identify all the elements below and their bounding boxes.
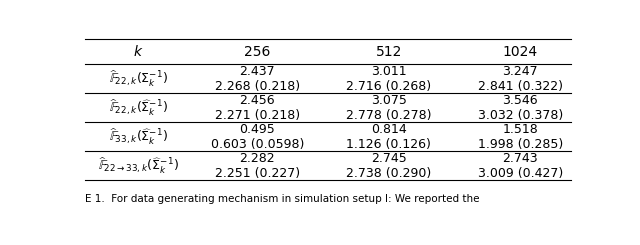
Text: 0.814: 0.814: [371, 123, 406, 136]
Text: 2.841 (0.322): 2.841 (0.322): [477, 80, 563, 93]
Text: 2.282: 2.282: [239, 152, 275, 165]
Text: 3.032 (0.378): 3.032 (0.378): [477, 109, 563, 122]
Text: 256: 256: [244, 45, 271, 59]
Text: 2.745: 2.745: [371, 152, 406, 165]
Text: 512: 512: [376, 45, 402, 59]
Text: 2.437: 2.437: [239, 65, 275, 78]
Text: $\widehat{\mathbb{F}}_{33,k}(\widehat{\Sigma}_k^{-1})$: $\widehat{\mathbb{F}}_{33,k}(\widehat{\S…: [109, 127, 168, 147]
Text: $\widehat{\mathbb{F}}_{22,k}(\Sigma_k^{-1})$: $\widehat{\mathbb{F}}_{22,k}(\Sigma_k^{-…: [109, 69, 168, 89]
Text: 2.716 (0.268): 2.716 (0.268): [346, 80, 431, 93]
Text: 2.456: 2.456: [239, 94, 275, 107]
Text: 2.743: 2.743: [502, 152, 538, 165]
Text: 3.009 (0.427): 3.009 (0.427): [477, 167, 563, 180]
Text: 2.251 (0.227): 2.251 (0.227): [215, 167, 300, 180]
Text: E 1.  For data generating mechanism in simulation setup I: We reported the: E 1. For data generating mechanism in si…: [85, 194, 479, 204]
Text: 1.998 (0.285): 1.998 (0.285): [477, 138, 563, 151]
Text: 1.518: 1.518: [502, 123, 538, 136]
Text: 2.778 (0.278): 2.778 (0.278): [346, 109, 431, 122]
Text: $\widehat{\mathbb{F}}_{22\to33,k}(\widehat{\Sigma}_k^{-1})$: $\widehat{\mathbb{F}}_{22\to33,k}(\wideh…: [98, 156, 179, 176]
Text: 1.126 (0.126): 1.126 (0.126): [346, 138, 431, 151]
Text: $k$: $k$: [133, 44, 143, 59]
Text: $\widehat{\mathbb{F}}_{22,k}(\widehat{\Sigma}_k^{-1})$: $\widehat{\mathbb{F}}_{22,k}(\widehat{\S…: [109, 98, 168, 118]
Text: 2.738 (0.290): 2.738 (0.290): [346, 167, 431, 180]
Text: 3.546: 3.546: [502, 94, 538, 107]
Text: 3.247: 3.247: [502, 65, 538, 78]
Text: 3.075: 3.075: [371, 94, 406, 107]
Text: 0.603 (0.0598): 0.603 (0.0598): [211, 138, 304, 151]
Text: 3.011: 3.011: [371, 65, 406, 78]
Text: 2.268 (0.218): 2.268 (0.218): [215, 80, 300, 93]
Text: 2.271 (0.218): 2.271 (0.218): [215, 109, 300, 122]
Text: 1024: 1024: [502, 45, 538, 59]
Text: 0.495: 0.495: [239, 123, 275, 136]
